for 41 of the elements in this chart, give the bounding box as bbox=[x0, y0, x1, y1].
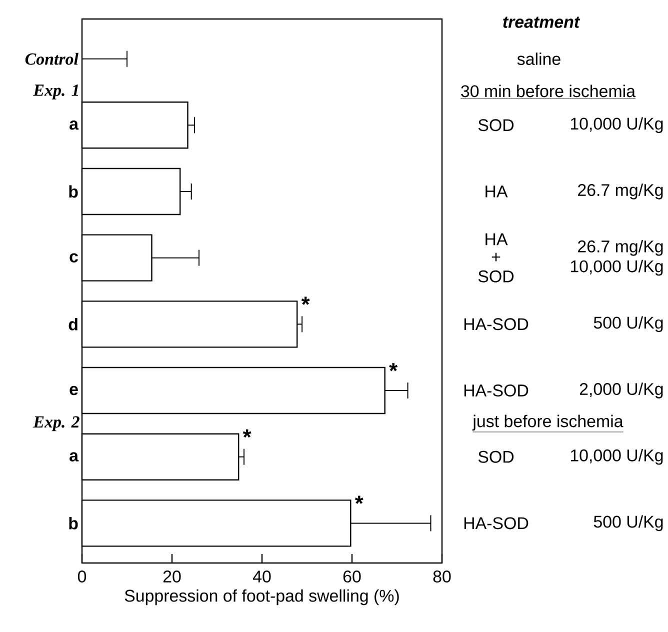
text: SOD bbox=[478, 270, 514, 282]
text: 10,000 U/Kg bbox=[570, 260, 663, 276]
text: HA-SOD bbox=[464, 517, 528, 530]
y-tick-label: b bbox=[69, 185, 78, 198]
text: SOD bbox=[478, 119, 514, 132]
data-label: * bbox=[389, 363, 398, 372]
text: Exp. 1 bbox=[33, 84, 78, 100]
text: 30 min before ischemia bbox=[461, 84, 636, 98]
y-tick-label: a bbox=[70, 452, 79, 462]
text: HA-SOD bbox=[464, 384, 528, 397]
x-tick-label: 40 bbox=[252, 570, 271, 583]
text: + bbox=[492, 252, 500, 262]
x-tick-label: 60 bbox=[343, 570, 361, 583]
y-tick-label: a bbox=[70, 120, 79, 130]
text: 10,000 U/Kg bbox=[570, 448, 663, 465]
y-tick-label: Control bbox=[25, 52, 78, 65]
y-tick-label: d bbox=[68, 318, 78, 330]
text: HA bbox=[486, 186, 508, 198]
x-tick-label: 20 bbox=[163, 570, 181, 583]
text: Exp. 2 bbox=[33, 416, 80, 432]
text: 26.7 mg/Kg bbox=[578, 240, 663, 256]
data-label: * bbox=[242, 429, 252, 438]
text: 500 U/Kg bbox=[594, 316, 663, 332]
text: 10,000 U/Kg bbox=[570, 117, 663, 134]
y-tick-label: e bbox=[70, 386, 78, 396]
text: saline bbox=[517, 52, 560, 66]
text: HA bbox=[486, 233, 508, 246]
x-tick-label: 0 bbox=[78, 570, 86, 583]
x-axis-title: Suppression of foot-pad swelling (%) bbox=[124, 589, 399, 606]
text: 2,000 U/Kg bbox=[580, 382, 663, 398]
text: 26.7 mg/Kg bbox=[578, 184, 663, 200]
x-tick-label: 80 bbox=[433, 570, 451, 583]
text: HA-SOD bbox=[464, 318, 528, 330]
data-label: * bbox=[301, 296, 310, 305]
text: treatment bbox=[503, 16, 580, 28]
y-tick-label: b bbox=[69, 516, 78, 530]
text: SOD bbox=[478, 450, 514, 463]
data-label: * bbox=[354, 496, 364, 504]
y-tick-label: c bbox=[70, 253, 78, 262]
text: just before ischemia bbox=[472, 414, 624, 431]
text: 500 U/Kg bbox=[594, 515, 663, 532]
